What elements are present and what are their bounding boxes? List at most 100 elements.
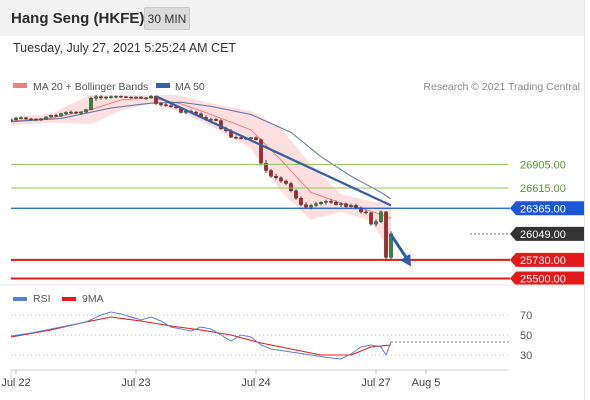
- bb-legend-label: MA 20 + Bollinger Bands: [33, 81, 148, 93]
- candle: [134, 96, 138, 99]
- ma9-legend-swatch: [62, 297, 76, 301]
- candle: [109, 96, 113, 98]
- forecast-layer: [155, 95, 411, 267]
- candle: [239, 137, 243, 139]
- candle: [99, 96, 103, 99]
- candle: [274, 175, 278, 179]
- candle: [334, 201, 338, 205]
- candle: [29, 118, 33, 121]
- resistance-level-tag: [510, 201, 584, 216]
- candle: [294, 190, 298, 199]
- candle: [14, 117, 18, 120]
- levels-layer: 26905.00 26615.00 26365.00 26049.00 25730.00…: [11, 159, 584, 286]
- candle: [249, 137, 253, 139]
- rsi-legend-swatch: [13, 297, 27, 301]
- candle: [11, 119, 13, 121]
- candle: [124, 96, 128, 98]
- pivot-level-tag: [510, 226, 584, 241]
- rsi-level-label: 50: [520, 330, 532, 342]
- rsi-level-label: 70: [520, 310, 532, 322]
- candle: [69, 111, 73, 114]
- candle: [149, 96, 153, 99]
- bollinger-band: [11, 95, 391, 253]
- panel-border: [584, 0, 585, 400]
- x-axis-tick-label: Aug 5: [412, 377, 441, 389]
- candle: [284, 180, 288, 184]
- rsi-plot: 70 50 30: [10, 310, 532, 362]
- forecast-arrow-shaft: [389, 233, 410, 262]
- candle: [44, 116, 48, 120]
- candle: [309, 205, 313, 208]
- candle: [94, 96, 98, 99]
- candle: [384, 211, 388, 258]
- forecast-arrowhead: [400, 253, 411, 267]
- candle: [54, 115, 58, 117]
- target-level-label: 26615.00: [520, 183, 566, 195]
- candle: [354, 205, 358, 209]
- candle: [34, 119, 38, 121]
- x-axis: Jul 22 Jul 23 Jul 24 Jul 27 Aug 5: [1, 370, 440, 389]
- candle: [349, 205, 353, 207]
- x-axis-tick-label: Jul 24: [241, 377, 270, 389]
- ma50-line: [11, 101, 392, 200]
- candle: [329, 201, 333, 203]
- support-level-tag: [510, 271, 584, 286]
- ma9-legend-label: 9MA: [82, 293, 104, 305]
- candle: [19, 117, 23, 119]
- candle: [89, 98, 93, 110]
- candle: [264, 163, 268, 171]
- candle: [114, 96, 118, 98]
- candle: [304, 204, 308, 208]
- candle: [369, 212, 373, 225]
- timeframe-button[interactable]: 30 MIN: [144, 7, 190, 30]
- rsi-line: [10, 311, 392, 360]
- candle: [279, 177, 283, 182]
- chart-datetime: Tuesday, July 27, 2021 5:25:24 AM CET: [13, 41, 237, 55]
- candle: [269, 170, 273, 177]
- candle: [364, 211, 368, 214]
- candle: [74, 111, 78, 114]
- copyright-text: Research © 2021 Trading Central: [423, 81, 580, 93]
- candle: [24, 117, 28, 120]
- x-axis-tick-label: Jul 27: [361, 377, 390, 389]
- ma50-legend-label: MA 50: [175, 81, 205, 93]
- resistance-level-label: 26365.00: [520, 203, 566, 215]
- candle: [319, 201, 323, 205]
- target-level-label: 26905.00: [520, 159, 566, 171]
- candle: [259, 139, 263, 164]
- candle: [344, 203, 348, 207]
- candle: [389, 233, 393, 258]
- rsi-ma-line: [10, 316, 392, 356]
- candle: [144, 97, 148, 100]
- pivot-level-label: 26049.00: [520, 229, 566, 241]
- candle: [374, 221, 378, 225]
- candle: [254, 137, 258, 140]
- x-axis-tick-label: Jul 22: [1, 377, 30, 389]
- candle: [39, 118, 43, 121]
- candle: [234, 137, 238, 139]
- candle: [339, 203, 343, 206]
- candle: [379, 211, 383, 222]
- candle: [324, 201, 328, 203]
- support-level-label: 25500.00: [520, 274, 566, 286]
- trendline: [155, 95, 392, 207]
- candle: [289, 183, 293, 192]
- candle: [84, 109, 88, 113]
- candle: [129, 96, 133, 99]
- support-level-tag: [510, 252, 584, 267]
- candle: [139, 96, 143, 99]
- x-axis-tick-label: Jul 23: [121, 377, 150, 389]
- candle: [159, 103, 163, 105]
- candle: [104, 96, 108, 99]
- candle: [49, 115, 53, 118]
- candle: [314, 203, 318, 206]
- instrument-title: Hang Seng (HKFE): [11, 10, 145, 27]
- candle: [119, 96, 123, 98]
- rsi-legend-label: RSI: [33, 293, 51, 305]
- candle: [64, 112, 68, 114]
- candle: [59, 113, 63, 117]
- candle: [214, 119, 218, 121]
- ma50-legend-swatch: [156, 83, 170, 88]
- chart-header: [0, 0, 584, 36]
